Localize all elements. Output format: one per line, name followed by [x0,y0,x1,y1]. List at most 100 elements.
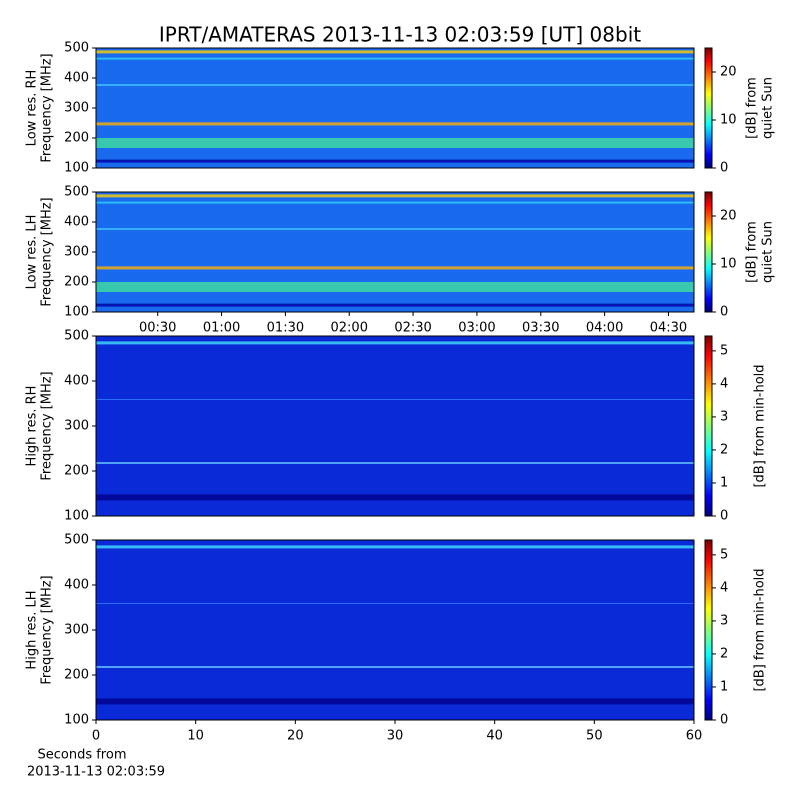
colorbar-tick-label: 1 [720,475,728,490]
spectrogram-band [96,698,694,705]
colorbar-tick-label: 2 [720,442,728,457]
y-tick-label: 400 [64,374,89,389]
title: IPRT/AMATERAS 2013-11-13 02:03:59 [UT] 0… [159,23,641,47]
colorbar-tick-label: 2 [720,646,728,661]
colorbar-tick-label: 0 [720,161,728,176]
colorbar-tick-label: 5 [720,547,728,562]
colorbar-tick-label: 3 [720,613,728,628]
spectrogram-band [96,603,694,604]
spectrogram [96,48,694,168]
y-tick-label: 300 [64,419,89,434]
x-tick-label: 30 [387,729,404,744]
spectrogram-band [96,84,694,86]
colorbar-tick-label: 10 [720,113,737,128]
x-tick-label: 00:30 [139,321,176,336]
y-tick-label: 100 [64,509,89,524]
y-axis-label: Frequency [MHz] [40,575,55,684]
y-tick-label: 400 [64,578,89,593]
colorbar-tick-label: 20 [720,65,737,80]
colorbar [704,191,713,313]
colorbar-label: [dB] from [745,221,760,283]
y-tick-label: 100 [64,161,89,176]
y-axis-label: Frequency [MHz] [40,53,55,162]
spectrogram-band [96,159,694,163]
colorbar-tick-label: 4 [720,580,728,595]
colorbar [704,47,713,169]
x-tick-label: 03:30 [522,321,559,336]
colorbar-tick-label: 20 [720,209,737,224]
y-tick-label: 500 [64,41,89,56]
colorbar-label: [dB] from min-hold [753,364,768,487]
colorbar-label: [dB] from min-hold [753,568,768,691]
spectrogram-band [96,194,694,198]
colorbar-tick-label: 4 [720,376,728,391]
colorbar-tick-label: 3 [720,409,728,424]
x-tick-label: 02:00 [331,321,368,336]
spectrogram-band [96,138,694,148]
x-tick-label: 04:00 [586,321,623,336]
y-tick-label: 200 [64,668,89,683]
x-tick-label: 03:00 [458,321,495,336]
x-tick-label: 50 [586,729,603,744]
spectrogram-band [96,57,694,60]
spectrogram-band [96,228,694,230]
x-tick-label: 10 [187,729,204,744]
y-tick-label: 100 [64,713,89,728]
spectrogram-band [96,399,694,400]
x-tick-label: 01:30 [267,321,304,336]
y-tick-label: 300 [64,101,89,116]
x-tick-label: 60 [686,729,703,744]
spectrogram-band [96,666,694,668]
spectrogram [96,192,694,312]
x-tick-label: 01:00 [203,321,240,336]
y-axis-label: Frequency [MHz] [40,371,55,480]
y-tick-label: 400 [64,215,89,230]
y-axis-label: Low res. RH [25,70,40,147]
colorbar-label: quiet Sun [761,221,776,283]
x-axis-label: Seconds from [37,748,126,763]
colorbar-tick-label: 0 [720,713,728,728]
y-tick-label: 500 [64,329,89,344]
spectrogram-band [96,266,694,270]
x-tick-label: 20 [287,729,304,744]
y-tick-label: 200 [64,464,89,479]
x-axis-label: 2013-11-13 02:03:59 [27,765,165,780]
spectrogram-band [96,122,694,126]
x-tick-label: 02:30 [394,321,431,336]
colorbar-tick-label: 5 [720,343,728,358]
colorbar-tick-label: 0 [720,509,728,524]
spectrogram-band [96,462,694,464]
spectrogram-band [96,494,694,501]
colorbar-label: [dB] from [745,77,760,139]
x-tick-label: 04:30 [650,321,687,336]
spectrogram-band [96,303,694,307]
colorbar-tick-label: 10 [720,257,737,272]
y-axis-label: High res. RH [25,386,40,467]
y-tick-label: 500 [64,533,89,548]
y-tick-label: 200 [64,131,89,146]
spectrogram-band [96,50,694,54]
spectrogram-band [96,201,694,204]
y-axis-label: Frequency [MHz] [40,197,55,306]
y-tick-label: 100 [64,305,89,320]
y-axis-label: Low res. LH [25,215,40,290]
y-tick-label: 300 [64,245,89,260]
colorbar [704,539,713,721]
colorbar-tick-label: 1 [720,679,728,694]
spectrogram-band [96,341,694,345]
spectrogram-band [96,282,694,292]
x-tick-label: 0 [92,729,100,744]
colorbar-label: quiet Sun [761,77,776,139]
spectrogram-band [96,545,694,549]
y-tick-label: 500 [64,185,89,200]
y-tick-label: 200 [64,275,89,290]
x-tick-label: 40 [486,729,503,744]
spectrogram [96,336,694,516]
spectrogram [96,540,694,720]
colorbar-tick-label: 0 [720,305,728,320]
y-axis-label: High res. LH [25,590,40,669]
y-tick-label: 300 [64,623,89,638]
y-tick-label: 400 [64,71,89,86]
colorbar [704,335,713,517]
